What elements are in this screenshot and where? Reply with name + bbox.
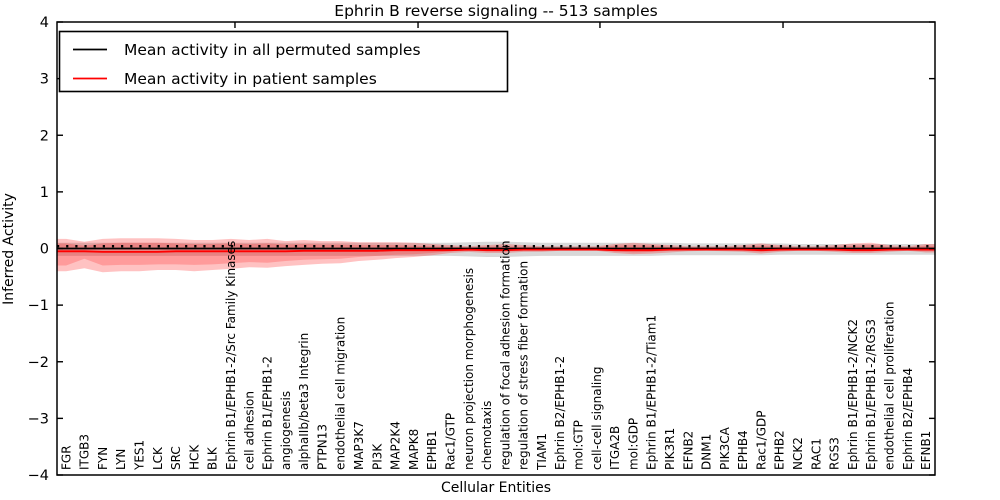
- x-category-label: YES1: [133, 440, 147, 471]
- x-category-label: chemotaxis: [480, 401, 494, 470]
- y-tick-label: −1: [28, 298, 49, 314]
- x-category-label: mol:GTP: [572, 420, 586, 470]
- x-category-label: EPHB4: [736, 430, 750, 470]
- x-category-label: Ephrin B2/EPHB4: [901, 368, 915, 470]
- x-category-label: endothelial cell proliferation: [882, 302, 896, 470]
- legend-label-patient: Mean activity in patient samples: [124, 70, 377, 88]
- plot-area: −4 −3 −2 −1 0 1 2 3 4 FGR ITGB3 FYN LYN YES1 LCK SRC HCK…: [28, 15, 935, 484]
- x-category-label: PI3K: [370, 443, 384, 470]
- x-category-label: LCK: [151, 446, 165, 470]
- x-category-label: FYN: [96, 447, 110, 470]
- x-category-label: regulation of stress fiber formation: [517, 261, 531, 470]
- y-tick-label: −2: [28, 355, 49, 371]
- y-tick-label: −3: [28, 411, 49, 427]
- x-category-label: EFNB2: [681, 431, 695, 470]
- x-category-label: TIAM1: [535, 433, 549, 471]
- x-category-label: cell adhesion: [242, 391, 256, 470]
- x-category-label: RGS3: [828, 437, 842, 470]
- band-1: [57, 238, 935, 273]
- x-category-label: Rac1/GTP: [443, 413, 457, 470]
- x-category-label: Ephrin B1/EPHB1-2/Tiam1: [645, 315, 659, 470]
- x-category-label: PIK3R1: [663, 428, 677, 470]
- y-tick-label: 2: [40, 128, 49, 144]
- y-tick-label: 4: [40, 15, 49, 31]
- y-tick-label: 3: [40, 72, 49, 88]
- x-category-label: alphaIIb/beta3 Integrin: [297, 333, 311, 470]
- x-category-label: NCK2: [791, 437, 805, 470]
- legend: Mean activity in all permuted samples Me…: [58, 30, 509, 93]
- x-category-label: EPHB2: [773, 430, 787, 470]
- y-axis-label: Inferred Activity: [1, 193, 17, 305]
- x-category-label: Ephrin B1/EPHB1-2/NCK2: [846, 319, 860, 470]
- legend-box: [58, 30, 509, 93]
- x-category-label: EFNB1: [919, 431, 933, 470]
- x-category-label: Rac1/GDP: [754, 411, 768, 470]
- x-category-label: MAP3K7: [352, 421, 366, 470]
- x-category-label: MAP2K4: [389, 421, 403, 470]
- x-category-label: PTPN13: [315, 424, 329, 470]
- x-category-label: Ephrin B1/EPHB1-2: [261, 356, 275, 470]
- legend-label-permuted: Mean activity in all permuted samples: [124, 41, 421, 59]
- y-tick-label: 1: [40, 185, 49, 201]
- x-category-label: PIK3CA: [718, 426, 732, 470]
- x-category-label: Ephrin B2/EPHB1-2: [553, 356, 567, 470]
- chart-title: Ephrin B reverse signaling -- 513 sample…: [334, 2, 657, 20]
- x-category-label: BLK: [206, 446, 220, 470]
- plot-frame: [56, 21, 936, 476]
- x-category-label: MAPK8: [407, 429, 421, 470]
- x-category-label: LYN: [114, 449, 128, 470]
- mean-line-1: [57, 248, 935, 253]
- x-category-label: ITGA2B: [608, 426, 622, 470]
- x-category-label: angiogenesis: [279, 391, 293, 470]
- x-category-label: Ephrin B1/EPHB1-2/Src Family Kinases: [224, 241, 238, 470]
- x-axis-label: Cellular Entities: [441, 480, 551, 496]
- y-tick-label: −4: [28, 468, 49, 484]
- x-category-label: endothelial cell migration: [334, 317, 348, 470]
- x-category-label: SRC: [169, 446, 183, 470]
- x-category-label: RAC1: [809, 438, 823, 470]
- y-tick-label: 0: [40, 242, 49, 258]
- x-category-label: cell-cell signaling: [590, 367, 604, 471]
- x-category-label: regulation of focal adhesion formation: [498, 241, 512, 470]
- x-category-label: neuron projection morphogenesis: [462, 268, 476, 470]
- x-category-label: EPHB1: [425, 430, 439, 470]
- x-category-label: Ephrin B1/EPHB1-2/RGS3: [864, 319, 878, 470]
- x-category-label: HCK: [187, 444, 201, 470]
- x-category-label: FGR: [59, 445, 73, 470]
- x-category-label: ITGB3: [78, 434, 92, 470]
- x-category-label: mol:GDP: [626, 418, 640, 470]
- x-category-label: DNM1: [700, 434, 714, 470]
